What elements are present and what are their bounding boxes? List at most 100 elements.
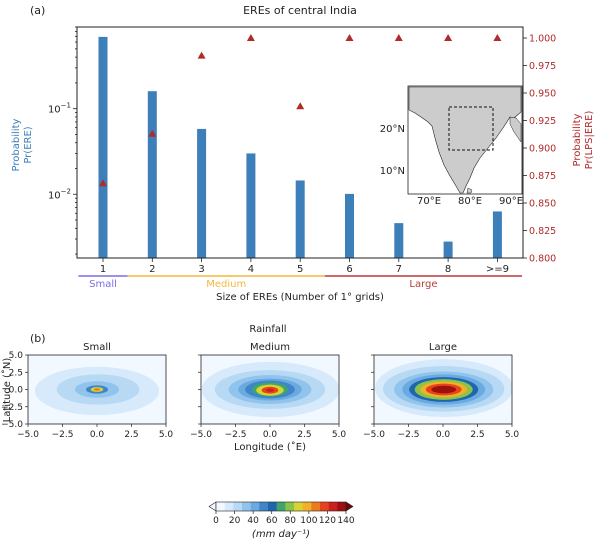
- map-x-tick-label: 0.0: [436, 430, 451, 440]
- colorbar-segment-10: [224, 502, 234, 511]
- panel-b-label: (b): [30, 332, 46, 345]
- right-tick-label-3: 0.850: [529, 199, 556, 210]
- colorbar-tick-label-20: 20: [229, 516, 241, 526]
- latitude-axis-title-text: Latitude (˚N): [1, 358, 13, 423]
- right-axis: 0.800 0.825 0.850 0.875 0.900 0.925 0.950 0.975…: [523, 34, 556, 265]
- x-tick-label-6: 6: [346, 264, 352, 275]
- subplot-title-medium: Medium: [250, 342, 290, 353]
- left-tick-label-exponent: −1: [61, 102, 71, 110]
- map-x-tick-label: 2.5: [470, 430, 484, 440]
- left-axis-title-line1: Probability: [11, 118, 22, 171]
- triangle-marker-3: [197, 51, 206, 59]
- map-x-tick-label: 5.0: [159, 430, 174, 440]
- inset-lat-tick-20N: 20°N: [380, 124, 405, 135]
- colorbar-segment-70: [276, 502, 286, 511]
- bar-3: [197, 128, 207, 258]
- colorbar-max-arrow: [345, 501, 354, 512]
- group-label-small: Small: [89, 279, 117, 290]
- map-y-tick-label: −2.5: [1, 403, 23, 413]
- map-x-tick-label: 2.5: [297, 430, 311, 440]
- left-axis-title: Probability Pr(ERE): [11, 118, 34, 171]
- bar-series: [98, 36, 502, 258]
- inset-lat-tick-10N: 10°N: [380, 166, 405, 177]
- rainfall-map-large: [374, 355, 512, 424]
- colorbar-min-arrow: [208, 501, 217, 512]
- colorbar-segment-80: [285, 502, 295, 511]
- x-tick-label-7: 7: [396, 264, 402, 275]
- right-tick-label-9: 1.000: [529, 34, 556, 45]
- map-x-tick-label: −5.0: [17, 430, 39, 440]
- right-tick-label-4: 0.875: [529, 171, 556, 182]
- x-tick-label-5: 5: [297, 264, 303, 275]
- x-tick-label-9: >=9: [486, 264, 509, 275]
- x-axis: 1 2 3 4 5 6 7 8 >=9: [100, 258, 509, 275]
- map-x-tick-label: 0.0: [263, 430, 278, 440]
- map-x-tick-label: 0.0: [90, 430, 105, 440]
- colorbar-tick-label-100: 100: [300, 516, 317, 526]
- study-region-box: [448, 106, 494, 151]
- bar-4: [246, 153, 256, 258]
- rain-contour-level-13: [265, 388, 275, 392]
- triangle-marker-4: [246, 34, 255, 41]
- latitude-axis-title: Latitude (˚N): [1, 358, 13, 423]
- colorbar-tick-label-40: 40: [247, 516, 259, 526]
- map-x-tick-label: −2.5: [52, 430, 74, 440]
- colorbar: 0 20 40 60 80 100 120 140: [208, 501, 355, 526]
- colorbar-frame: [215, 501, 347, 512]
- colorbar-tick-label-0: 0: [213, 516, 219, 526]
- map-y-tick-label: 2.5: [9, 368, 23, 378]
- colorbar-segment-90: [294, 502, 303, 511]
- right-axis-title-line2: Pr(LPS|ERE): [584, 111, 595, 170]
- bar-5: [295, 180, 305, 258]
- rainfall-map-small: [28, 355, 166, 424]
- triangle-marker-9: [493, 34, 502, 41]
- left-tick-label-2: 10−2: [48, 187, 71, 201]
- colorbar-segment-30: [242, 502, 251, 511]
- size-groups: Small Medium Large: [78, 275, 523, 290]
- colorbar-tick-label-120: 120: [319, 516, 336, 526]
- panel-b-title: Rainfall: [249, 324, 286, 335]
- bar-7: [394, 223, 404, 258]
- group-label-medium: Medium: [206, 279, 246, 290]
- colorbar-segment-50: [259, 502, 269, 511]
- inset-map: 20°N 10°N 70°E 80°E 90°E: [380, 85, 523, 207]
- bay-coast-east: [509, 116, 522, 143]
- inset-lon-tick-80E: 80°E: [458, 196, 482, 207]
- map-x-tick-label: −5.0: [363, 430, 385, 440]
- colorbar-segment-110: [311, 502, 321, 511]
- map-x-tick-label: 5.0: [505, 430, 520, 440]
- left-tick-label-1: 10−1: [48, 102, 71, 116]
- rain-contour-level-11: [93, 388, 101, 391]
- rainfall-maps: −5.0 −2.5 0.0 2.5 5.05.02.50.0−2.5−5.0−5.0 −2…: [1, 351, 519, 440]
- right-tick-label-7: 0.950: [529, 89, 556, 100]
- colorbar-segment-40: [250, 502, 260, 511]
- right-tick-label-6: 0.925: [529, 116, 556, 127]
- left-tick-label-exponent: −2: [61, 187, 71, 195]
- triangle-marker-8: [444, 34, 453, 41]
- left-axis-title-line2: Pr(ERE): [23, 126, 34, 163]
- x-tick-label-1: 1: [100, 264, 106, 275]
- right-tick-label-5: 0.900: [529, 144, 556, 155]
- subplot-title-large: Large: [429, 342, 457, 353]
- map-y-tick-label: −5.0: [1, 420, 23, 430]
- colorbar-segment-130: [328, 502, 338, 511]
- x-tick-label-4: 4: [248, 264, 254, 275]
- bar-2: [147, 91, 157, 258]
- panel-a-label: (a): [30, 4, 45, 17]
- x-tick-label-8: 8: [445, 264, 451, 275]
- colorbar-segment-20: [233, 502, 243, 511]
- inset-lon-tick-90E: 90°E: [499, 196, 523, 207]
- map-x-tick-label: −5.0: [190, 430, 212, 440]
- x-tick-label-3: 3: [198, 264, 204, 275]
- colorbar-tick-label-80: 80: [285, 516, 297, 526]
- triangle-series: [99, 34, 502, 187]
- triangle-marker-6: [345, 34, 354, 41]
- left-axis: 10−1 10−2: [48, 26, 77, 255]
- colorbar-segment-120: [320, 502, 329, 511]
- map-x-tick-label: 2.5: [124, 430, 138, 440]
- colorbar-segment-140: [337, 502, 347, 511]
- sri-lanka: [466, 187, 473, 194]
- right-axis-title-line1: Probability: [572, 113, 583, 166]
- colorbar-tick-label-140: 140: [337, 516, 354, 526]
- bar-9: [492, 211, 502, 258]
